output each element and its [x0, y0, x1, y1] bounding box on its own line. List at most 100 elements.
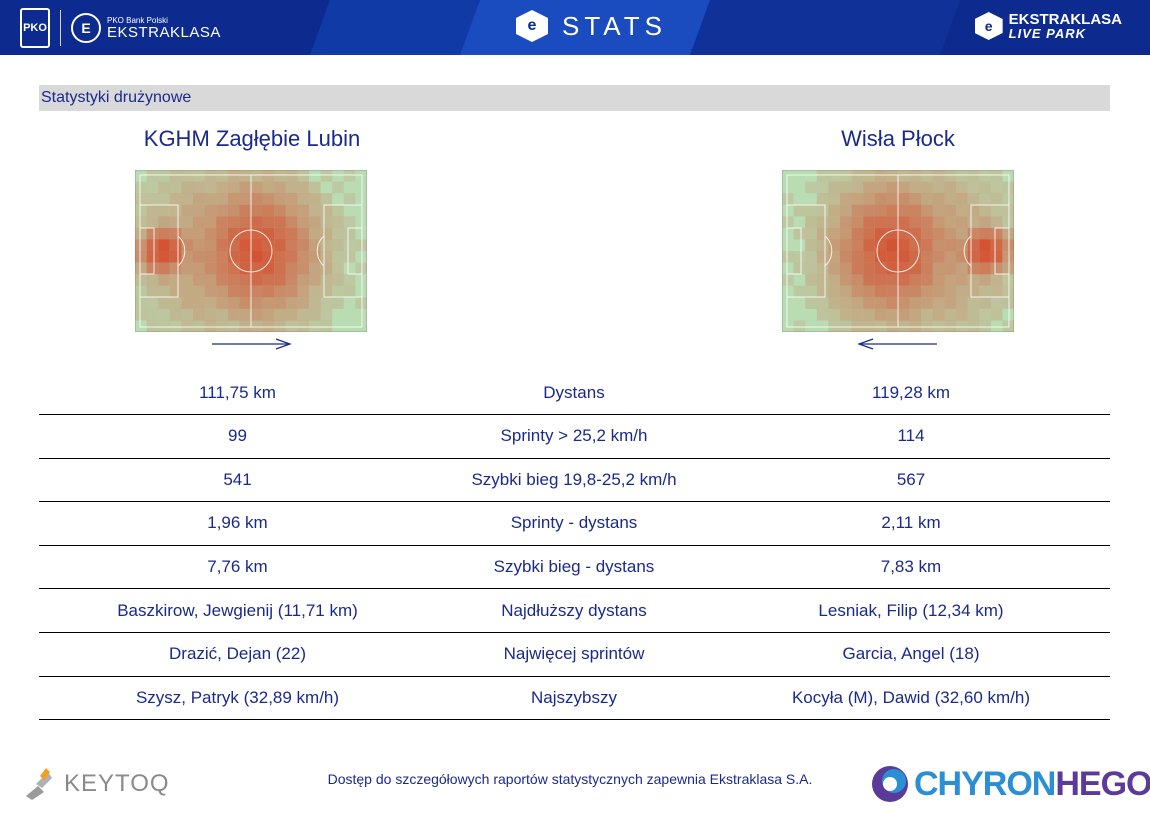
heat-cell: [343, 285, 356, 298]
heat-cell: [863, 227, 875, 240]
heat-cell: [956, 181, 968, 194]
heat-cell: [840, 274, 852, 286]
heat-cell: [956, 262, 968, 275]
live-park-line1: EKSTRAKLASA: [1008, 11, 1122, 28]
heat-cell: [840, 170, 852, 182]
heat-cell: [932, 193, 945, 205]
stat-left-value: 541: [223, 469, 252, 489]
heat-cell: [793, 227, 806, 240]
heat-cell: [816, 308, 829, 321]
heat-cell: [320, 193, 333, 205]
keytoq-logo[interactable]: KEYTOQ: [22, 766, 170, 802]
heat-cell: [874, 285, 887, 298]
ekstraklasa-wordmark: PKO Bank Polski EKSTRAKLASA: [107, 16, 221, 40]
heat-cell: [828, 274, 840, 286]
heat-cell: [909, 251, 922, 263]
heat-cell: [932, 274, 945, 286]
heat-cell: [309, 239, 321, 251]
heat-cell: [309, 262, 321, 275]
heat-cell: [956, 227, 968, 240]
chyronhego-logo[interactable]: CHYRONHEGO: [870, 764, 1150, 804]
heat-cell: [828, 320, 840, 332]
heat-cell: [135, 227, 147, 240]
heat-cell: [193, 239, 205, 251]
heat-cell: [204, 204, 217, 217]
heat-cell: [979, 297, 991, 309]
heat-cell: [944, 320, 956, 332]
stat-left-value: Drazić, Dejan (22): [169, 644, 306, 664]
heat-cell: [793, 204, 806, 217]
heat-cell: [944, 262, 956, 275]
heat-cell: [181, 285, 193, 298]
heat-cell: [956, 204, 968, 217]
heat-cell: [851, 181, 864, 194]
heat-cell: [251, 239, 263, 251]
heat-cell: [158, 170, 170, 182]
chyron-part: CHYRON: [914, 764, 1056, 803]
heat-cell: [262, 193, 275, 205]
heat-cell: [863, 181, 875, 194]
heat-cell: [204, 297, 217, 309]
heat-cell: [909, 181, 922, 194]
table-row: 541 Szybki bieg 19,8-25,2 km/h 567: [39, 459, 1110, 503]
hego-part: HEGO: [1055, 764, 1150, 803]
heat-cell: [146, 181, 159, 194]
heat-cell: [227, 251, 240, 263]
heat-cell: [204, 170, 217, 182]
heat-cell: [343, 216, 356, 228]
heat-cell: [332, 285, 344, 298]
heat-cell: [863, 170, 875, 182]
heat-cell: [805, 262, 817, 275]
heat-cell: [932, 308, 945, 321]
heat-cell: [251, 193, 263, 205]
arrow-right-icon: [210, 337, 294, 356]
heat-cell: [1002, 216, 1014, 228]
heat-cell: [146, 297, 159, 309]
heat-cell: [181, 227, 193, 240]
heat-cell: [1002, 274, 1014, 286]
stats-logo[interactable]: e STATS: [516, 10, 667, 42]
heat-cell: [320, 262, 333, 275]
heat-cell: [181, 262, 193, 275]
heat-cell: [169, 320, 182, 332]
heat-cell: [932, 216, 945, 228]
heat-cell: [898, 285, 910, 298]
heat-cell: [944, 274, 956, 286]
live-park-logo[interactable]: e EKSTRAKLASA LIVE PARK: [974, 11, 1122, 40]
heat-cell: [274, 170, 286, 182]
heat-cell: [805, 297, 817, 309]
heat-cell: [297, 297, 309, 309]
keytoq-wordmark: KEYTOQ: [64, 770, 170, 797]
heat-cell: [285, 285, 298, 298]
heat-cell: [239, 274, 251, 286]
heat-cell: [146, 227, 159, 240]
heat-cell: [146, 170, 159, 182]
heat-cell: [828, 297, 840, 309]
pko-ekstraklasa-logo[interactable]: PKO E PKO Bank Polski EKSTRAKLASA: [20, 8, 221, 48]
heat-cell: [828, 285, 840, 298]
heat-cell: [921, 274, 933, 286]
heat-cell: [146, 320, 159, 332]
heat-cell: [181, 320, 193, 332]
heat-cell: [863, 216, 875, 228]
heat-cell: [840, 181, 852, 194]
heat-cell: [285, 239, 298, 251]
stat-label: Najwięcej sprintów: [503, 644, 645, 664]
heat-cell: [135, 297, 147, 309]
heat-cell: [921, 193, 933, 205]
heat-cell: [851, 262, 864, 275]
heat-cell: [285, 320, 298, 332]
heat-cell: [251, 181, 263, 194]
heat-cell: [874, 227, 887, 240]
heat-cell: [239, 297, 251, 309]
heat-cell: [921, 308, 933, 321]
heat-cell: [990, 308, 1003, 321]
heat-cell: [967, 239, 980, 251]
heat-cell: [828, 251, 840, 263]
heat-cell: [909, 297, 922, 309]
heat-cell: [782, 251, 794, 263]
heat-cell: [251, 170, 263, 182]
heat-cell: [898, 227, 910, 240]
heat-cell: [227, 320, 240, 332]
heat-cell: [251, 297, 263, 309]
